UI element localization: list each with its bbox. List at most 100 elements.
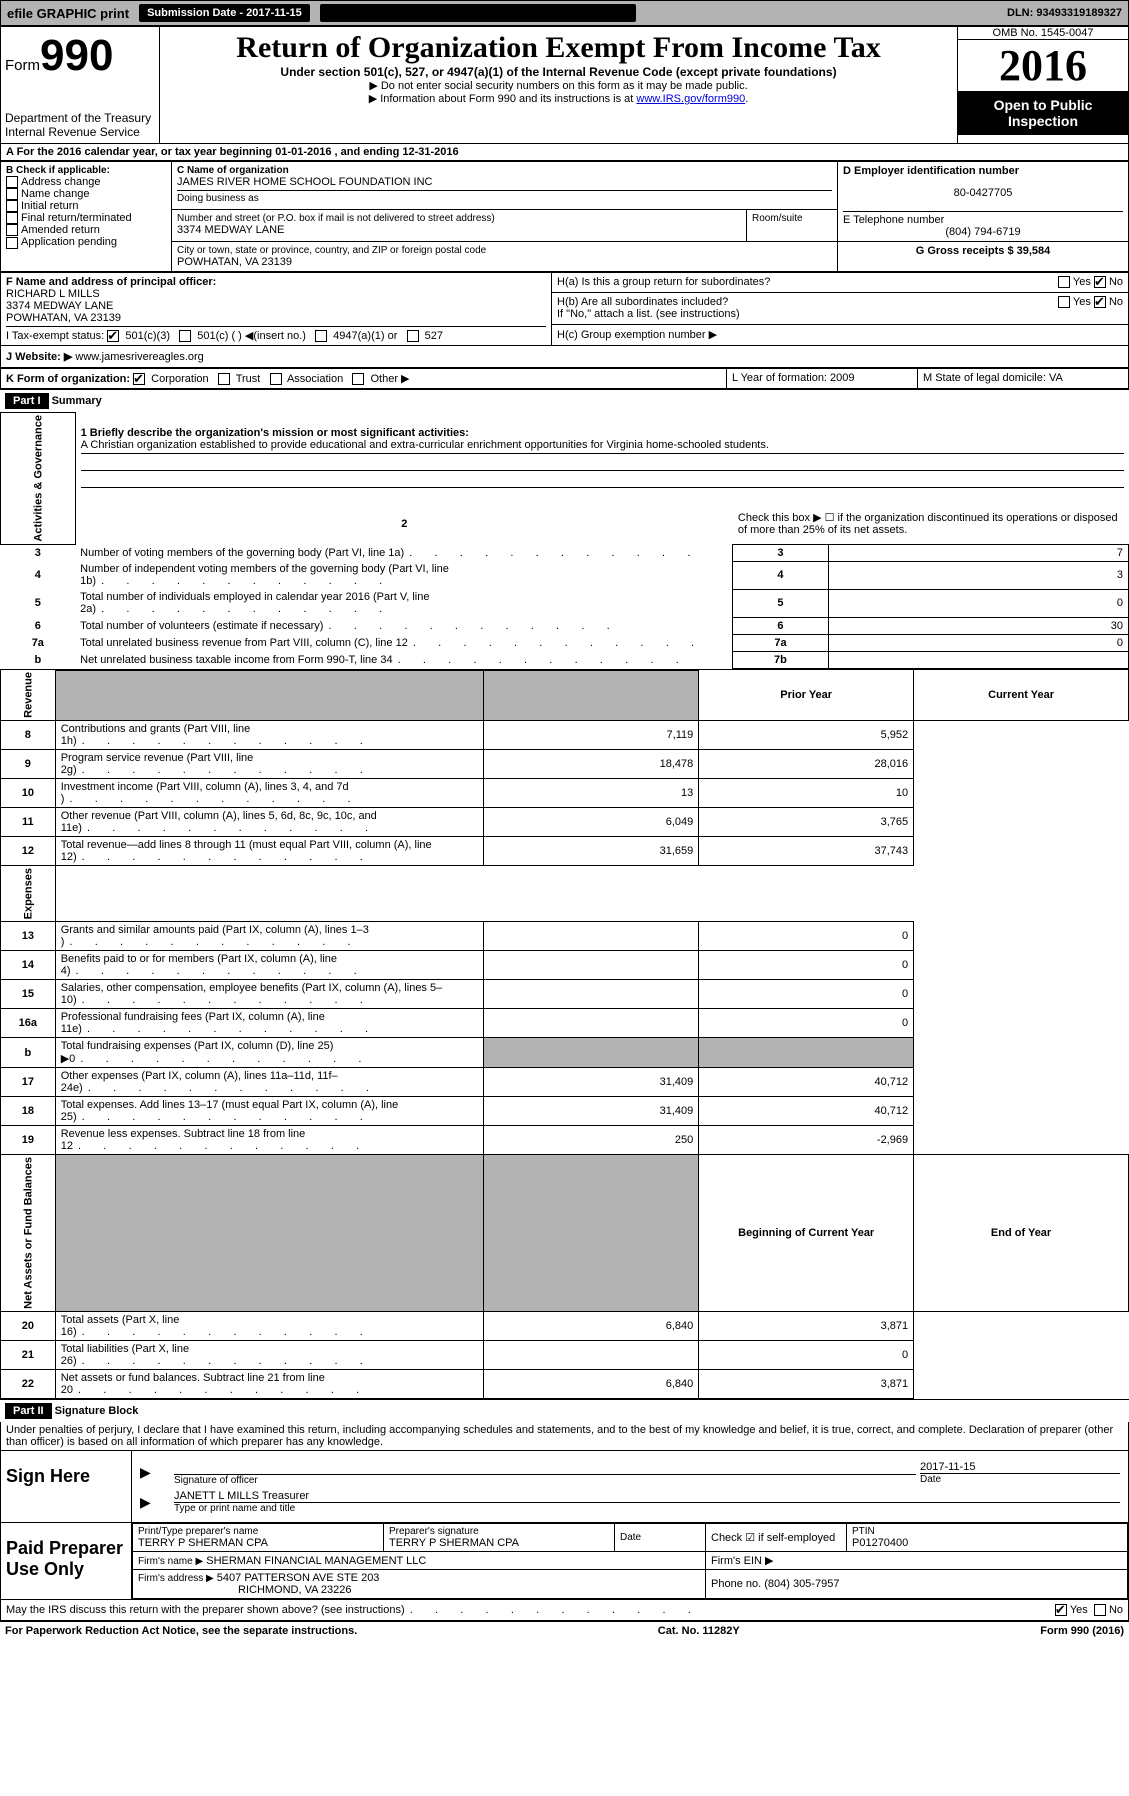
sign-here-block: Sign Here ▶ Signature of officer 2017-11… <box>0 1451 1129 1523</box>
line-15: 15 Salaries, other compensation, employe… <box>1 980 1129 1009</box>
form-label: Form <box>5 57 40 74</box>
form-ref: Form 990 (2016) <box>1040 1625 1124 1637</box>
line-21: 21 Total liabilities (Part X, line 26) 0 <box>1 1341 1129 1370</box>
submission-date-button[interactable]: Submission Date - 2017-11-15 <box>139 4 310 22</box>
k-assoc-cb[interactable] <box>270 373 282 385</box>
tax-year: 2016 <box>958 40 1128 91</box>
vlabel-revenue: Revenue <box>1 670 56 721</box>
c-name-label: C Name of organization <box>177 165 832 176</box>
line-b: b Net unrelated business taxable income … <box>1 651 1129 668</box>
form-number: 990 <box>40 31 113 80</box>
vlabel-activities: Activities & Governance <box>1 413 76 545</box>
sig-officer-label: Signature of officer <box>174 1475 916 1486</box>
dba-label: Doing business as <box>177 193 832 204</box>
sig-arrow-icon: ▶ <box>140 1464 151 1480</box>
f-addr2: POWHATAN, VA 23139 <box>6 312 546 324</box>
i-501c-cb[interactable] <box>179 330 191 342</box>
line-19: 19 Revenue less expenses. Subtract line … <box>1 1126 1129 1155</box>
paid-label: Paid Preparer Use Only <box>1 1523 132 1599</box>
i-label: I Tax-exempt status: <box>6 330 104 342</box>
m-state: M State of legal domicile: VA <box>918 369 1129 389</box>
part1-activities: Activities & Governance 1 Briefly descri… <box>0 412 1129 669</box>
col-prior: Prior Year <box>699 670 914 721</box>
instr-1: ▶ Do not enter social security numbers o… <box>164 79 953 92</box>
b-address-change[interactable]: Address change <box>6 176 166 188</box>
vlabel-expenses: Expenses <box>1 866 56 922</box>
ha-yes-cb[interactable] <box>1058 276 1070 288</box>
omb-number: OMB No. 1545-0047 <box>958 27 1128 40</box>
irs-link[interactable]: www.IRS.gov/form990 <box>636 93 745 105</box>
open-to-public: Open to Public Inspection <box>958 91 1128 135</box>
klm-row: K Form of organization: Corporation Trus… <box>0 368 1129 389</box>
hb-label: H(b) Are all subordinates included? <box>557 296 728 308</box>
j-row: J Website: ▶ www.jamesrivereagles.org <box>0 346 1129 368</box>
hb-yes-cb[interactable] <box>1058 296 1070 308</box>
part1-financials: Revenue Prior Year Current Year 8 Contri… <box>0 669 1129 1400</box>
part2-header: Part II Signature Block <box>0 1399 1129 1422</box>
line-12: 12 Total revenue—add lines 8 through 11 … <box>1 837 1129 866</box>
b-amended-return[interactable]: Amended return <box>6 224 166 236</box>
part1-hdr: Part I <box>5 393 49 409</box>
k-trust-cb[interactable] <box>218 373 230 385</box>
i-527-cb[interactable] <box>407 330 419 342</box>
line-18: 18 Total expenses. Add lines 13–17 (must… <box>1 1097 1129 1126</box>
line-11: 11 Other revenue (Part VIII, column (A),… <box>1 808 1129 837</box>
col-current: Current Year <box>914 670 1129 721</box>
l-year: L Year of formation: 2009 <box>727 369 918 389</box>
line-7a: 7a Total unrelated business revenue from… <box>1 634 1129 651</box>
i-4947-cb[interactable] <box>315 330 327 342</box>
website-link[interactable]: www.jamesrivereagles.org <box>75 351 203 363</box>
line1-label: 1 Briefly describe the organization's mi… <box>81 427 1124 439</box>
firm-city: RICHMOND, VA 23226 <box>238 1584 352 1596</box>
e-phone-label: E Telephone number <box>843 214 1123 226</box>
pra-notice: For Paperwork Reduction Act Notice, see … <box>5 1625 357 1637</box>
line-4: 4 Number of independent voting members o… <box>1 561 1129 589</box>
b-initial-return[interactable]: Initial return <box>6 200 166 212</box>
line-3: 3 Number of voting members of the govern… <box>1 544 1129 561</box>
ptin: P01270400 <box>852 1537 1122 1549</box>
f-label: F Name and address of principal officer: <box>6 276 546 288</box>
part1-header: Part I Summary <box>0 389 1129 412</box>
col-boy: Beginning of Current Year <box>699 1155 914 1312</box>
hb-no-cb[interactable] <box>1094 296 1106 308</box>
b-app-pending[interactable]: Application pending <box>6 236 166 248</box>
dept-label: Department of the Treasury Internal Reve… <box>5 111 155 139</box>
prep-name: TERRY P SHERMAN CPA <box>138 1537 378 1549</box>
sig-date-label: Date <box>920 1474 1120 1485</box>
footer: For Paperwork Reduction Act Notice, see … <box>0 1621 1129 1640</box>
discuss-no-cb[interactable] <box>1094 1604 1106 1616</box>
fh-block: F Name and address of principal officer:… <box>0 272 1129 346</box>
firm-name: SHERMAN FINANCIAL MANAGEMENT LLC <box>206 1555 426 1567</box>
line-5: 5 Total number of individuals employed i… <box>1 589 1129 617</box>
line-b: b Total fundraising expenses (Part IX, c… <box>1 1038 1129 1068</box>
ha-no-cb[interactable] <box>1094 276 1106 288</box>
vlabel-netassets: Net Assets or Fund Balances <box>1 1155 56 1312</box>
f-name: RICHARD L MILLS <box>6 288 546 300</box>
prep-sig: TERRY P SHERMAN CPA <box>389 1537 609 1549</box>
part2-hdr: Part II <box>5 1403 52 1419</box>
line-9: 9 Program service revenue (Part VIII, li… <box>1 750 1129 779</box>
b-final-return[interactable]: Final return/terminated <box>6 212 166 224</box>
self-employed: Check ☑ if self-employed <box>706 1524 847 1552</box>
sig-type-label: Type or print name and title <box>174 1503 1120 1514</box>
k-other-cb[interactable] <box>352 373 364 385</box>
b-name-change[interactable]: Name change <box>6 188 166 200</box>
line-10: 10 Investment income (Part VIII, column … <box>1 779 1129 808</box>
k-corp-cb[interactable] <box>133 373 145 385</box>
firm-phone: Phone no. (804) 305-7957 <box>706 1570 1128 1599</box>
cat-no: Cat. No. 11282Y <box>658 1625 740 1637</box>
city: POWHATAN, VA 23139 <box>177 256 832 268</box>
d-ein-label: D Employer identification number <box>843 165 1123 177</box>
addr: 3374 MEDWAY LANE <box>177 224 741 236</box>
id-block: B Check if applicable: Address change Na… <box>0 161 1129 272</box>
form-subtitle: Under section 501(c), 527, or 4947(a)(1)… <box>164 65 953 79</box>
blank-button <box>320 4 636 22</box>
top-bar: efile GRAPHIC print Submission Date - 20… <box>0 0 1129 26</box>
instr-2: ▶ Information about Form 990 and its ins… <box>164 92 953 105</box>
d-ein: 80-0427705 <box>843 177 1123 209</box>
line-14: 14 Benefits paid to or for members (Part… <box>1 951 1129 980</box>
i-501c3-cb[interactable] <box>107 330 119 342</box>
discuss-yes-cb[interactable] <box>1055 1604 1067 1616</box>
part2-title: Signature Block <box>55 1405 139 1417</box>
e-phone: (804) 794-6719 <box>843 226 1123 238</box>
